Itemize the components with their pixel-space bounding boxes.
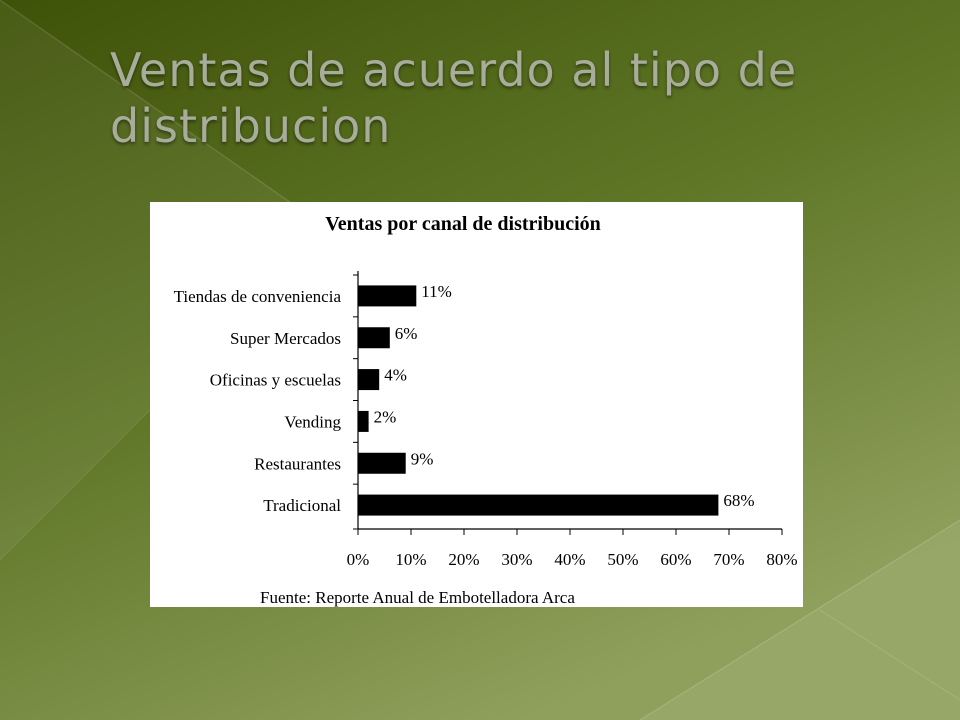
bar xyxy=(358,452,406,474)
background-line-4 xyxy=(819,609,960,701)
background-line-3 xyxy=(639,519,960,720)
bar xyxy=(358,285,417,307)
x-tick-label: 20% xyxy=(448,550,479,569)
data-label: 6% xyxy=(395,324,418,343)
bar xyxy=(358,369,380,391)
x-tick-label: 10% xyxy=(395,550,426,569)
x-tick-label: 40% xyxy=(554,550,585,569)
bars-layer: 11% 6% 4% 2% 9% 68% xyxy=(358,282,755,516)
y-tick-label: Tradicional xyxy=(263,496,341,515)
data-label: 9% xyxy=(411,449,434,468)
x-tick-label: 0% xyxy=(347,550,370,569)
axis-layer: Tiendas de conveniencia Super Mercados Ofi… xyxy=(174,271,798,569)
x-tick-label: 30% xyxy=(501,550,532,569)
slide-title: Ventas de acuerdo al tipo de distribucio… xyxy=(110,43,798,154)
y-tick-label: Restaurantes xyxy=(254,454,341,473)
data-label: 11% xyxy=(421,282,452,301)
bar xyxy=(358,494,719,516)
bar xyxy=(358,327,390,349)
bar xyxy=(358,410,369,432)
bar-chart: Ventas por canal de distribución 11% 6% 4%… xyxy=(174,213,798,607)
data-label: 68% xyxy=(723,491,754,510)
y-tick-label: Super Mercados xyxy=(230,329,341,348)
x-tick-label: 80% xyxy=(766,550,797,569)
x-tick-label: 60% xyxy=(660,550,691,569)
y-tick-label: Vending xyxy=(284,412,341,431)
y-tick-label: Tiendas de conveniencia xyxy=(174,287,342,306)
y-tick-label: Oficinas y escuelas xyxy=(210,371,341,390)
x-tick-label: 50% xyxy=(607,550,638,569)
source-note: Fuente: Reporte Anual de Embotelladora A… xyxy=(260,588,575,607)
chart-panel: Ventas por canal de distribución 11% 6% 4%… xyxy=(150,202,803,607)
background-line-1 xyxy=(0,0,331,231)
chart-title: Ventas por canal de distribución xyxy=(325,213,601,235)
x-tick-label: 70% xyxy=(713,550,744,569)
data-label: 4% xyxy=(384,366,407,385)
background-facet-bottom-right xyxy=(640,520,960,720)
data-label: 2% xyxy=(374,407,397,426)
